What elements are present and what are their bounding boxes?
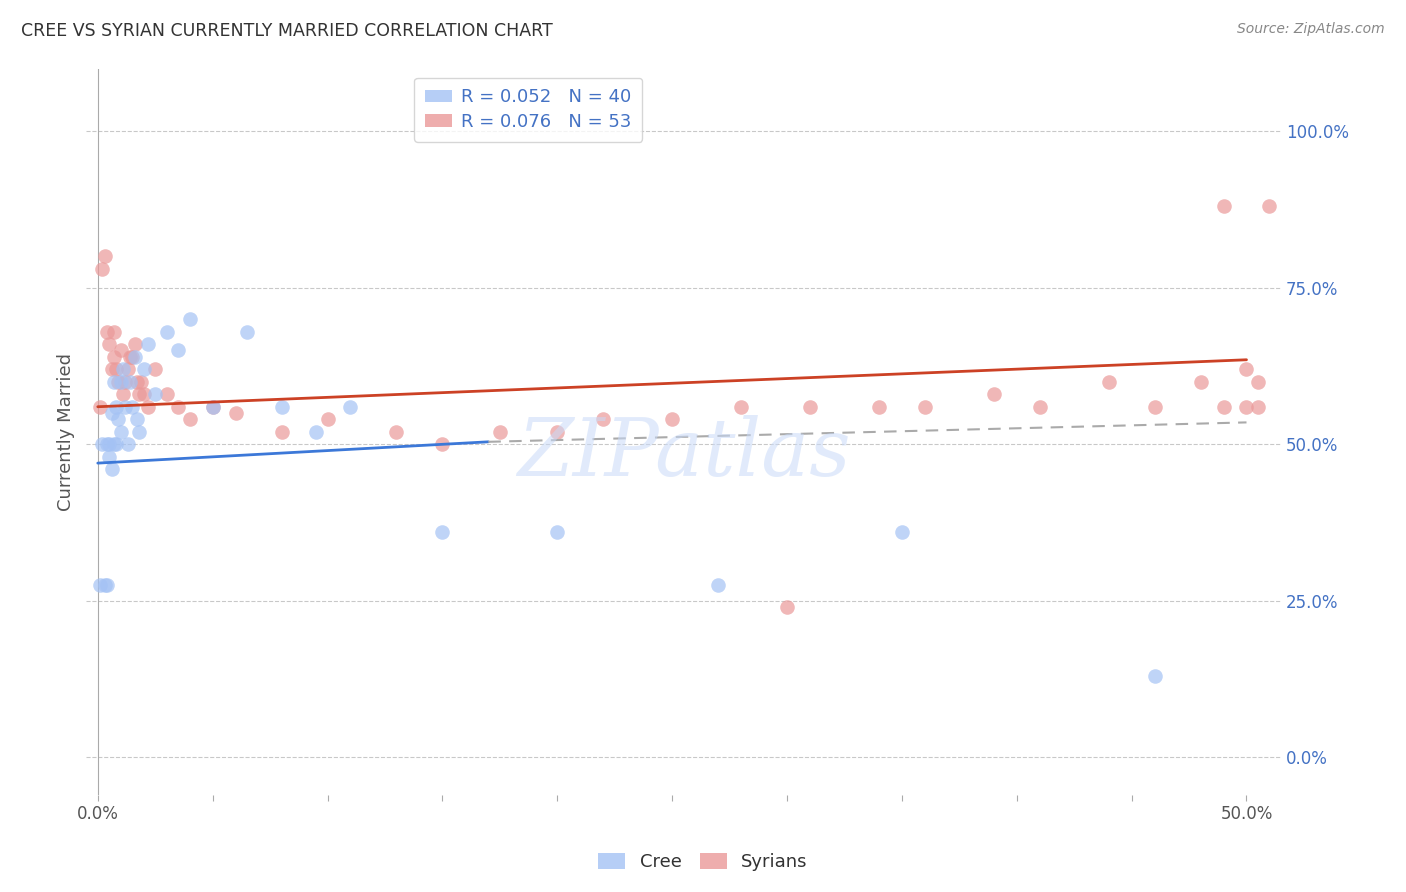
Point [167,343,190,358]
Point [91,262,114,277]
Point [136,337,159,351]
Point [432,437,454,451]
Point [136,400,159,414]
Point [110,375,132,389]
Point [103,350,125,364]
Point [385,425,408,439]
Point [112,387,135,401]
Point [546,425,568,439]
Point [167,400,190,414]
Point [592,412,614,426]
Point [488,425,510,439]
Point [125,412,148,426]
Point [1028,400,1050,414]
Point [118,375,141,389]
Point [103,375,125,389]
Point [121,350,143,364]
Point [1247,375,1270,389]
Point [131,375,153,389]
Point [890,524,912,539]
Point [799,400,821,414]
Point [1236,362,1258,376]
Point [110,343,132,358]
Point [1212,400,1234,414]
Y-axis label: Currently Married: Currently Married [58,353,75,511]
Point [100,462,122,476]
Point [661,412,683,426]
Point [98,450,121,464]
Point [1098,375,1121,389]
Text: ZIPatlas: ZIPatlas [517,415,851,492]
Point [1258,199,1281,213]
Point [132,362,155,376]
Point [96,437,118,451]
Point [98,337,121,351]
Point [776,600,799,615]
Point [179,312,201,326]
Point [125,375,148,389]
Point [201,400,224,414]
Point [1236,400,1258,414]
Point [270,400,292,414]
Point [112,362,135,376]
Point [707,578,730,592]
Point [110,425,132,439]
Point [98,437,121,451]
Point [128,425,150,439]
Point [1212,199,1234,213]
Point [1189,375,1212,389]
Point [121,400,143,414]
Point [105,437,128,451]
Point [124,350,146,364]
Legend: Cree, Syrians: Cree, Syrians [591,846,815,879]
Point [96,578,118,592]
Point [105,362,128,376]
Point [107,375,129,389]
Point [546,524,568,539]
Point [128,387,150,401]
Point [117,362,139,376]
Point [1143,669,1166,683]
Point [868,400,890,414]
Point [236,325,259,339]
Point [96,325,118,339]
Point [143,387,166,401]
Point [132,387,155,401]
Text: Source: ZipAtlas.com: Source: ZipAtlas.com [1237,22,1385,37]
Point [914,400,936,414]
Point [143,362,166,376]
Point [305,425,328,439]
Point [1143,400,1166,414]
Point [124,337,146,351]
Point [93,249,115,263]
Point [316,412,339,426]
Point [179,412,201,426]
Point [156,325,179,339]
Point [118,350,141,364]
Point [103,325,125,339]
Point [91,437,114,451]
Point [89,578,111,592]
Point [730,400,752,414]
Text: CREE VS SYRIAN CURRENTLY MARRIED CORRELATION CHART: CREE VS SYRIAN CURRENTLY MARRIED CORRELA… [21,22,553,40]
Point [270,425,292,439]
Point [117,437,139,451]
Point [1247,400,1270,414]
Point [89,400,111,414]
Point [983,387,1005,401]
Point [103,437,125,451]
Point [114,400,136,414]
Point [100,362,122,376]
Point [432,524,454,539]
Point [225,406,247,420]
Point [201,400,224,414]
Point [93,578,115,592]
Legend: R = 0.052   N = 40, R = 0.076   N = 53: R = 0.052 N = 40, R = 0.076 N = 53 [415,78,643,142]
Point [156,387,179,401]
Point [100,406,122,420]
Point [105,400,128,414]
Point [107,412,129,426]
Point [339,400,361,414]
Point [114,375,136,389]
